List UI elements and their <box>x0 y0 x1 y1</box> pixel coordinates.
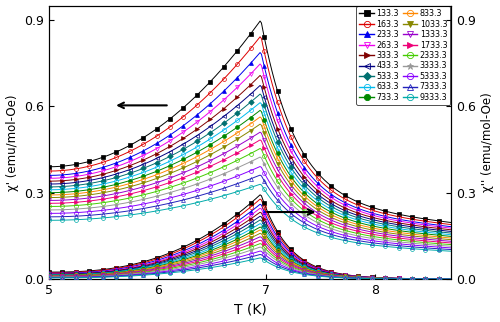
Y-axis label: χ'' (emu/mol-Oe): χ'' (emu/mol-Oe) <box>482 92 494 192</box>
Y-axis label: χ' (emu/mol-Oe): χ' (emu/mol-Oe) <box>6 94 18 191</box>
X-axis label: T (K): T (K) <box>234 302 266 317</box>
Legend: 133.3, 163.3, 233.3, 263.3, 333.3, 433.3, 533.3, 633.3, 733.3, 833.3, 1033.3, 13: 133.3, 163.3, 233.3, 263.3, 333.3, 433.3… <box>356 6 450 105</box>
